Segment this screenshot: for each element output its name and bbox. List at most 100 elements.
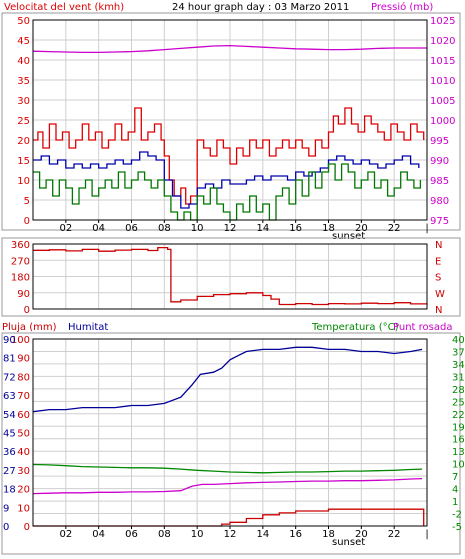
x-tick-label: 02: [59, 223, 72, 234]
wind-speed-tick: 50: [17, 16, 30, 27]
wind-direction-series: [33, 246, 428, 306]
panel1-sunset-label: sunset: [332, 231, 365, 242]
pressure-tick: 1000: [430, 116, 455, 127]
x-tick-label: 16: [289, 529, 302, 540]
x-tick-label: 04: [92, 223, 105, 234]
humidity-axis-title: Humitat: [68, 322, 108, 333]
dewpoint-legend-label: Punt rosada: [393, 322, 452, 333]
wind-average-series: [33, 151, 420, 209]
wind-speed-tick: 25: [17, 116, 30, 127]
pressure-axis-title: Pressió (mb): [371, 1, 433, 13]
temperature-tick: 4: [452, 485, 458, 496]
x-tick-label: 18: [322, 529, 335, 540]
wind-speed-ticks: 0 5 10 15 20 25 30 35 40 45 50: [17, 16, 30, 227]
x-tick-label: 14: [256, 529, 269, 540]
wind-speed-tick: 40: [17, 56, 30, 67]
humidity-ticks: 0 9 18 27 36 45 54 63 72 81 90: [3, 335, 16, 533]
humidity-tick: 72: [3, 372, 16, 383]
rain-humidity-temp-plot-frame: [32, 338, 428, 527]
wind-speed-tick: 5: [24, 196, 30, 207]
temperature-tick: 10: [452, 460, 465, 471]
pressure-tick: 995: [430, 136, 449, 147]
compass-tick: N: [435, 305, 442, 316]
humidity-tick: 27: [3, 466, 16, 477]
dewpoint-series: [32, 477, 423, 495]
rain-tick: 20: [17, 485, 30, 496]
x-tick-label: 20: [355, 529, 368, 540]
rain-tick: 70: [17, 391, 30, 402]
rain-humidity-temp-panel-bg: [1, 332, 461, 555]
wind-direction-grid: [33, 244, 427, 309]
humidity-series: [32, 346, 423, 413]
compass-tick: W: [435, 289, 445, 300]
pressure-tick: 1015: [430, 56, 455, 67]
humidity-tick: 36: [3, 447, 16, 458]
wind-speed-tick: 35: [17, 76, 30, 87]
humidity-tick: 63: [3, 391, 16, 402]
wind-direction-degree-tick: 360: [11, 240, 30, 251]
wind-direction-degree-tick: 0: [24, 305, 30, 316]
wind-speed-series: [33, 107, 425, 205]
rain-humidity-temp-series: [32, 346, 425, 527]
wind-direction-panel-bg: [1, 237, 461, 317]
rain-tick: 40: [17, 447, 30, 458]
pressure-tick: 975: [430, 216, 449, 227]
pressure-ticks: 975 980 985 990 995 1000 1005 1010 1015 1020 1025: [430, 16, 455, 227]
wind-speed-axis-title: Velocitat del vent (kmh): [4, 2, 124, 13]
wind-low-series: [33, 163, 422, 221]
x-tick-label: 20: [355, 223, 368, 234]
temperature-tick: 40: [452, 335, 465, 346]
x-tick-label: 10: [191, 223, 204, 234]
x-tick-label: 06: [125, 223, 138, 234]
x-tick-label: 18: [322, 223, 335, 234]
humidity-tick: 0: [3, 522, 9, 533]
temperature-tick: -2: [452, 510, 462, 521]
temperature-tick: 7: [452, 472, 458, 483]
wind-direction-degree-tick: 180: [11, 273, 30, 284]
wind-speed-tick: 15: [17, 156, 30, 167]
x-tick-label: 08: [158, 529, 171, 540]
wind-direction-plot-frame: [32, 243, 428, 310]
wind-direction-degree-tick: 90: [17, 289, 30, 300]
humidity-tick: 9: [3, 503, 9, 514]
x-tick-end-mark: |: [425, 223, 428, 234]
temperature-series: [32, 463, 423, 474]
humidity-tick: 90: [3, 335, 16, 346]
rain-tick: 10: [17, 503, 30, 514]
temperature-tick: 25: [452, 397, 465, 408]
wind-speed-tick: 20: [17, 136, 30, 147]
rain-humidity-temp-grid: [33, 339, 427, 526]
pressure-tick: 1010: [430, 76, 455, 87]
wind-pressure-plot-frame: [32, 19, 428, 221]
temperature-tick: 13: [452, 447, 465, 458]
rain-tick: 100: [11, 335, 30, 346]
pressure-tick: 980: [430, 196, 449, 207]
compass-tick: E: [435, 256, 441, 267]
temperature-tick: 37: [452, 347, 465, 358]
rain-axis-title: Pluja (mm): [2, 322, 57, 333]
rain-tick: 60: [17, 410, 30, 421]
humidity-tick: 81: [3, 354, 16, 365]
rain-ticks: 0 10 20 30 40 50 60 70 80 90 100: [11, 335, 30, 533]
pressure-tick: 985: [430, 176, 449, 187]
panel3-x-ticks: 02 04 06 08 10 12 14 16 18 20 22 |: [59, 526, 429, 540]
wind-speed-tick: 10: [17, 176, 30, 187]
temperature-tick: 28: [452, 385, 465, 396]
x-tick-label: 14: [256, 223, 269, 234]
wind-direction-series: [33, 246, 428, 306]
rain-tick: 0: [24, 522, 30, 533]
wind-speed-tick: 30: [17, 96, 30, 107]
compass-tick: S: [435, 273, 441, 284]
wind-pressure-series: [32, 44, 427, 221]
temperature-tick: 34: [452, 360, 465, 371]
x-tick-label: 22: [388, 223, 401, 234]
temperature-tick: 19: [452, 422, 465, 433]
compass-tick: N: [435, 240, 442, 251]
x-tick-label: 08: [158, 223, 171, 234]
x-tick-label: 16: [289, 223, 302, 234]
